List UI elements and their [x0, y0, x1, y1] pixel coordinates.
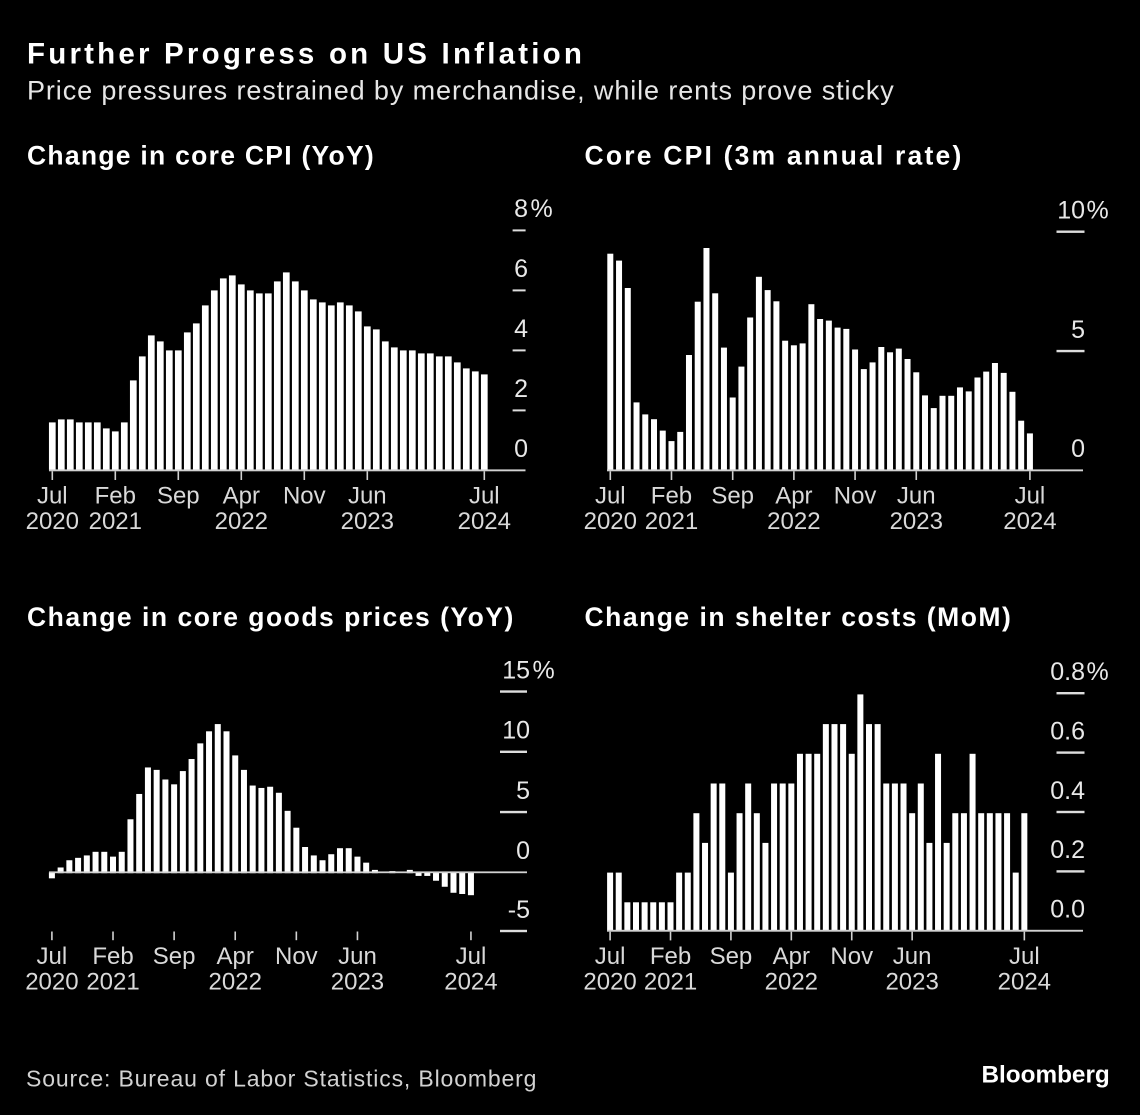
svg-text:6: 6 — [514, 255, 528, 283]
svg-text:2022: 2022 — [767, 508, 820, 535]
svg-text:Nov: Nov — [275, 943, 318, 970]
svg-text:2021: 2021 — [89, 508, 142, 535]
svg-text:Sep: Sep — [711, 483, 754, 510]
svg-text:2024: 2024 — [458, 508, 511, 535]
svg-text:2020: 2020 — [584, 508, 637, 535]
svg-text:0.8: 0.8 — [1050, 658, 1085, 686]
svg-text:Nov: Nov — [283, 483, 326, 510]
svg-text:Jul: Jul — [469, 483, 500, 510]
svg-text:2020: 2020 — [25, 969, 78, 996]
svg-text:Price pressures restrained by: Price pressures restrained by merchandis… — [27, 76, 895, 106]
svg-text:Jul: Jul — [456, 943, 487, 970]
svg-text:2023: 2023 — [885, 969, 938, 996]
svg-text:Jun: Jun — [348, 483, 387, 510]
svg-text:Jun: Jun — [893, 943, 932, 970]
svg-text:Change in core CPI (YoY): Change in core CPI (YoY) — [27, 141, 375, 171]
svg-text:Apr: Apr — [773, 943, 810, 970]
svg-text:2024: 2024 — [1003, 508, 1056, 535]
svg-text:8: 8 — [514, 195, 528, 223]
svg-text:2: 2 — [514, 375, 528, 403]
svg-text:Jul: Jul — [1015, 483, 1046, 510]
svg-text:2022: 2022 — [209, 969, 262, 996]
svg-text:5: 5 — [1071, 316, 1085, 344]
svg-text:2022: 2022 — [765, 969, 818, 996]
svg-text:Source: Bureau of Labor Statis: Source: Bureau of Labor Statistics, Bloo… — [26, 1066, 537, 1092]
svg-text:0.4: 0.4 — [1050, 777, 1085, 805]
svg-text:Feb: Feb — [650, 943, 691, 970]
svg-text:10: 10 — [502, 717, 530, 745]
svg-text:Jul: Jul — [37, 483, 68, 510]
svg-text:Apr: Apr — [217, 943, 254, 970]
svg-text:0.6: 0.6 — [1050, 717, 1085, 745]
svg-text:2022: 2022 — [215, 508, 268, 535]
svg-text:15: 15 — [502, 656, 530, 684]
svg-text:5: 5 — [516, 777, 530, 805]
svg-text:Jun: Jun — [897, 483, 936, 510]
svg-text:%: % — [531, 195, 553, 223]
svg-text:2021: 2021 — [644, 969, 697, 996]
svg-text:Apr: Apr — [223, 483, 260, 510]
svg-text:Change in core goods prices (Y: Change in core goods prices (YoY) — [27, 602, 515, 632]
svg-text:Nov: Nov — [830, 943, 873, 970]
svg-text:2020: 2020 — [583, 969, 636, 996]
svg-text:Sep: Sep — [153, 943, 196, 970]
svg-text:Bloomberg: Bloomberg — [982, 1062, 1110, 1089]
svg-text:-5: -5 — [508, 896, 530, 924]
svg-text:%: % — [1087, 658, 1109, 686]
svg-text:2023: 2023 — [890, 508, 943, 535]
svg-text:Jul: Jul — [595, 483, 626, 510]
svg-text:2024: 2024 — [444, 969, 497, 996]
svg-text:Jul: Jul — [595, 943, 626, 970]
svg-text:%: % — [533, 656, 555, 684]
svg-text:Feb: Feb — [92, 943, 133, 970]
svg-text:0: 0 — [1071, 435, 1085, 463]
svg-text:2021: 2021 — [645, 508, 698, 535]
svg-text:Sep: Sep — [157, 483, 200, 510]
svg-text:0.2: 0.2 — [1050, 836, 1085, 864]
svg-text:0: 0 — [514, 435, 528, 463]
svg-text:4: 4 — [514, 315, 528, 343]
svg-text:2021: 2021 — [86, 969, 139, 996]
svg-text:2023: 2023 — [341, 508, 394, 535]
svg-text:10: 10 — [1057, 197, 1085, 225]
svg-text:0.0: 0.0 — [1050, 896, 1085, 924]
svg-text:Jul: Jul — [37, 943, 68, 970]
svg-text:%: % — [1087, 197, 1109, 225]
svg-text:Nov: Nov — [834, 483, 877, 510]
svg-text:0: 0 — [516, 837, 530, 865]
svg-text:Further Progress on US Inflati: Further Progress on US Inflation — [27, 38, 585, 71]
svg-text:Jun: Jun — [338, 943, 377, 970]
svg-text:2020: 2020 — [26, 508, 79, 535]
svg-text:2024: 2024 — [998, 969, 1051, 996]
svg-text:Sep: Sep — [710, 943, 753, 970]
svg-text:Change in shelter costs (MoM): Change in shelter costs (MoM) — [585, 602, 1013, 632]
svg-text:Jul: Jul — [1009, 943, 1040, 970]
svg-text:Feb: Feb — [95, 483, 136, 510]
svg-text:Core CPI (3m annual rate): Core CPI (3m annual rate) — [585, 141, 964, 171]
svg-text:Feb: Feb — [651, 483, 692, 510]
svg-text:Apr: Apr — [775, 483, 812, 510]
svg-text:2023: 2023 — [331, 969, 384, 996]
